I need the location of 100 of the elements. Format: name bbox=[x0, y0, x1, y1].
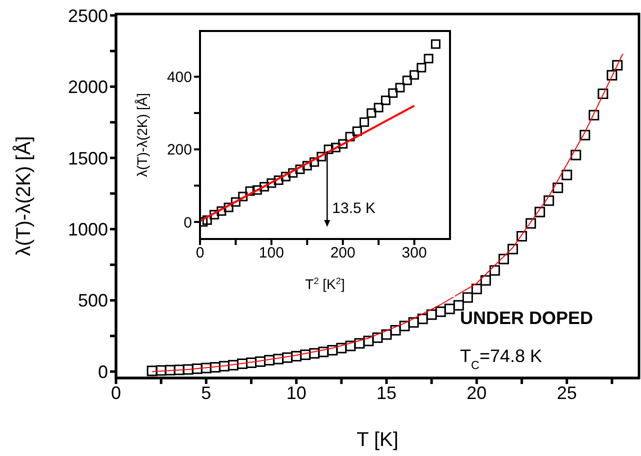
point bbox=[435, 306, 446, 318]
y-tick-label: 200 bbox=[166, 142, 192, 159]
point bbox=[210, 362, 220, 373]
point bbox=[598, 88, 608, 100]
point bbox=[192, 363, 202, 374]
point bbox=[426, 309, 437, 320]
point bbox=[352, 126, 362, 136]
point bbox=[380, 96, 390, 106]
point bbox=[606, 70, 618, 81]
point bbox=[318, 346, 329, 358]
point bbox=[489, 265, 500, 276]
y-tick-label: 0 bbox=[98, 362, 108, 382]
point bbox=[381, 329, 392, 340]
x-tick-label: 25 bbox=[556, 382, 577, 403]
point bbox=[462, 292, 473, 303]
x-tick-label: 10 bbox=[286, 382, 306, 403]
point bbox=[295, 164, 305, 174]
point bbox=[245, 186, 255, 196]
point bbox=[200, 362, 212, 374]
x-tick-label: 15 bbox=[376, 382, 397, 403]
point bbox=[354, 338, 365, 349]
point bbox=[255, 356, 266, 367]
y-tick-label: 0 bbox=[184, 214, 192, 232]
point bbox=[316, 152, 326, 162]
point bbox=[453, 300, 464, 311]
point bbox=[544, 195, 554, 206]
point bbox=[388, 88, 398, 98]
point bbox=[330, 142, 340, 152]
annotation: 13.5 K bbox=[332, 200, 376, 217]
y-tick-label: 1500 bbox=[68, 148, 108, 168]
point bbox=[366, 108, 376, 118]
y-axis-title: λ(T)-λ(2K) [Å] bbox=[12, 136, 35, 256]
y-tick-label: 2000 bbox=[68, 77, 108, 98]
point bbox=[410, 70, 420, 80]
y-tick-label: 1000 bbox=[68, 220, 108, 240]
point bbox=[399, 320, 410, 332]
point bbox=[430, 39, 440, 49]
point bbox=[390, 325, 401, 336]
point bbox=[516, 230, 528, 242]
point bbox=[345, 132, 355, 142]
point bbox=[288, 168, 298, 178]
point bbox=[471, 284, 482, 294]
point bbox=[291, 350, 302, 362]
point bbox=[182, 364, 194, 375]
point bbox=[416, 62, 426, 72]
x-axis-title: T$^{2}$ [K$^{2}$] bbox=[305, 276, 345, 292]
point bbox=[480, 275, 491, 286]
point bbox=[570, 150, 582, 160]
point bbox=[372, 332, 383, 343]
point bbox=[156, 365, 166, 376]
x-tick-label: 20 bbox=[466, 382, 487, 403]
point bbox=[266, 178, 276, 188]
point bbox=[402, 76, 412, 86]
x-tick-label: 5 bbox=[201, 382, 212, 403]
point bbox=[282, 352, 293, 363]
point bbox=[302, 160, 312, 170]
point bbox=[360, 117, 370, 127]
point bbox=[345, 340, 356, 352]
point bbox=[252, 185, 262, 195]
point bbox=[417, 314, 428, 324]
point bbox=[588, 110, 600, 120]
point bbox=[408, 317, 419, 328]
x-axis-title: T [K] bbox=[356, 429, 398, 451]
point bbox=[444, 304, 455, 314]
point bbox=[216, 206, 226, 216]
annotation: T$_{C}$=74.8 K bbox=[460, 346, 542, 372]
point bbox=[363, 336, 374, 346]
point bbox=[310, 157, 320, 167]
point bbox=[374, 102, 384, 112]
point bbox=[338, 139, 348, 149]
y-tick-label: 500 bbox=[78, 290, 108, 311]
point bbox=[324, 144, 334, 154]
point bbox=[612, 60, 623, 71]
y-tick-label: 2500 bbox=[68, 6, 108, 26]
point bbox=[273, 354, 284, 364]
point bbox=[230, 197, 240, 207]
y-tick-label: 400 bbox=[166, 69, 192, 86]
point bbox=[264, 354, 275, 366]
point bbox=[164, 364, 176, 376]
point bbox=[336, 342, 347, 354]
point bbox=[424, 54, 434, 64]
point bbox=[202, 215, 212, 225]
y-axis-title: λ(T)-λ(2K) [Å] bbox=[134, 93, 150, 177]
point bbox=[218, 360, 230, 372]
point bbox=[526, 218, 536, 229]
point bbox=[395, 82, 405, 92]
point bbox=[228, 360, 238, 370]
x-tick-label: 300 bbox=[402, 244, 427, 262]
point bbox=[238, 192, 248, 202]
point bbox=[300, 350, 311, 360]
point bbox=[210, 210, 220, 220]
point bbox=[562, 170, 572, 180]
point bbox=[498, 254, 509, 264]
point bbox=[146, 366, 158, 376]
point bbox=[274, 175, 284, 185]
x-tick-label: 0 bbox=[110, 382, 122, 403]
x-tick-label: 200 bbox=[330, 244, 356, 262]
point bbox=[309, 348, 320, 359]
point bbox=[508, 244, 518, 254]
point bbox=[280, 172, 290, 182]
